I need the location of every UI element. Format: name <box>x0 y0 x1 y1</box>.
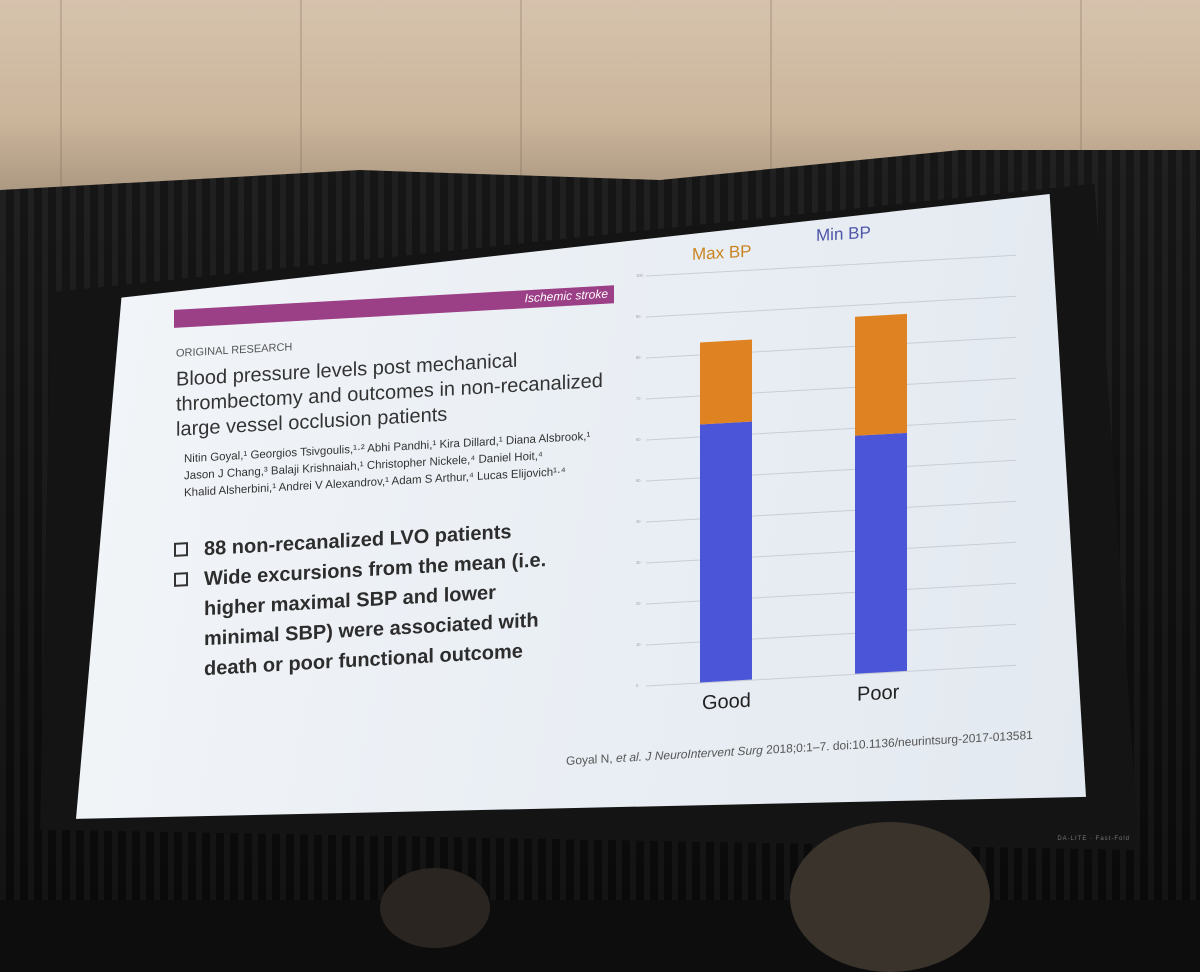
bullet-list: 88 non-recanalized LVO patients Wide exc… <box>174 514 564 686</box>
y-tick-label: 40 <box>636 518 641 525</box>
bar-good-max-bp <box>700 339 752 425</box>
checkbox-icon <box>174 542 188 557</box>
projection-screen: Ischemic stroke ORIGINAL RESEARCH Blood … <box>76 194 1086 819</box>
legend-min-bp: Min BP <box>816 222 871 245</box>
audience-head <box>380 868 490 948</box>
y-tick-label: 0 <box>636 682 639 689</box>
gridline <box>646 295 1016 318</box>
banner-label: Ischemic stroke <box>524 286 608 306</box>
x-category-label: Good <box>702 689 751 715</box>
bullet-text: Wide excursions from the mean (i.e. high… <box>204 549 547 681</box>
y-tick-label: 20 <box>636 600 641 607</box>
checkbox-icon <box>174 572 188 587</box>
y-tick-label: 30 <box>636 559 641 566</box>
y-tick-label: 10 <box>636 641 641 648</box>
projector-brand: DA-LITE · Fast-Fold <box>1057 836 1130 842</box>
citation-authors: Goyal N, <box>566 751 613 768</box>
section-label: ORIGINAL RESEARCH <box>176 341 293 360</box>
bar-good-min-bp <box>700 421 752 683</box>
slide: Ischemic stroke ORIGINAL RESEARCH Blood … <box>136 199 1086 819</box>
y-tick-label: 90 <box>636 313 641 320</box>
y-tick-label: 60 <box>636 436 641 443</box>
citation-journal: J NeuroIntervent Surg <box>645 742 763 764</box>
citation-rest: 2018;0:1–7. doi:10.1136/neurintsurg-2017… <box>766 727 1033 757</box>
bullet-item: Wide excursions from the mean (i.e. high… <box>174 544 564 686</box>
bar-poor-max-bp <box>855 314 907 436</box>
plot-area: 0 10 20 30 40 50 60 70 80 90 100 Good Poor <box>636 254 1016 714</box>
citation-etal: et al. <box>616 749 643 766</box>
y-tick-label: 70 <box>636 395 641 402</box>
audience-head <box>790 822 990 972</box>
bp-chart: Max BP Min BP 0 10 20 30 40 50 60 70 80 90 100 Good… <box>616 213 1056 738</box>
x-category-label: Poor <box>857 681 900 706</box>
category-banner: Ischemic stroke <box>174 285 614 328</box>
y-tick-label: 50 <box>636 477 641 484</box>
paper-title: Blood pressure levels post mechanical th… <box>176 349 603 441</box>
legend-max-bp: Max BP <box>692 241 752 264</box>
y-tick-label: 100 <box>636 272 643 279</box>
bar-poor-min-bp <box>855 433 907 674</box>
y-tick-label: 80 <box>636 354 641 361</box>
